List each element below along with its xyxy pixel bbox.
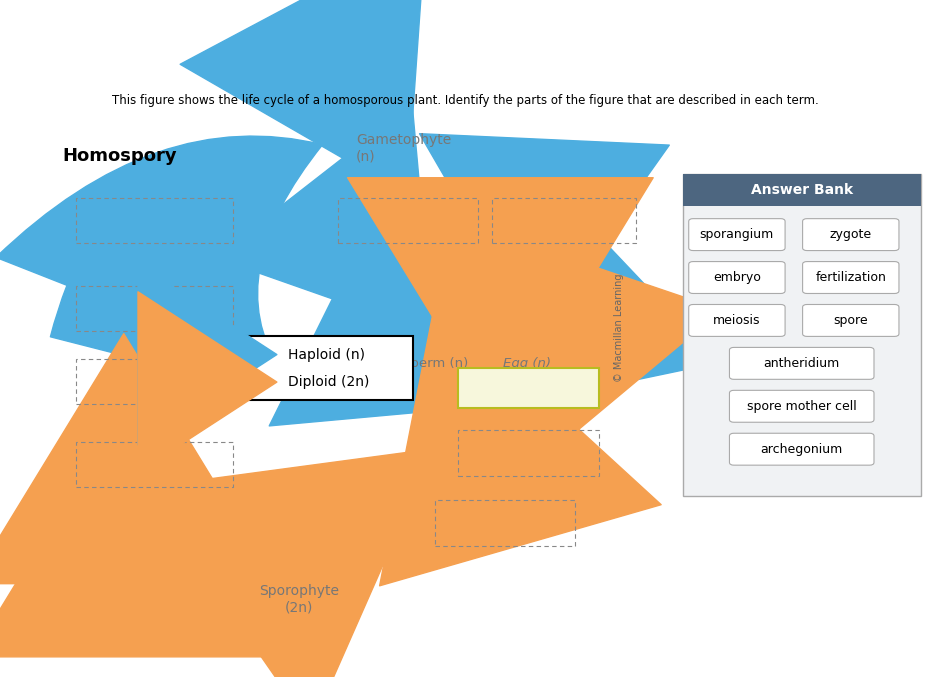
- FancyBboxPatch shape: [730, 433, 874, 465]
- Text: Gametophyte
(n): Gametophyte (n): [356, 133, 452, 163]
- Text: Sporophyte
(2n): Sporophyte (2n): [259, 584, 339, 614]
- FancyBboxPatch shape: [689, 219, 785, 250]
- Bar: [75, 359, 234, 404]
- Text: sporangium: sporangium: [700, 228, 774, 241]
- Bar: [458, 368, 599, 408]
- Bar: [682, 174, 921, 496]
- Text: zygote: zygote: [830, 228, 871, 241]
- FancyBboxPatch shape: [803, 219, 899, 250]
- Bar: [75, 198, 234, 243]
- Text: spore mother cell: spore mother cell: [747, 400, 857, 413]
- Text: Egg (n): Egg (n): [503, 357, 550, 370]
- Bar: [229, 336, 412, 399]
- Text: meiosis: meiosis: [713, 314, 761, 327]
- FancyBboxPatch shape: [730, 391, 874, 422]
- Text: embryo: embryo: [713, 271, 761, 284]
- Text: archegonium: archegonium: [761, 443, 843, 456]
- FancyBboxPatch shape: [689, 305, 785, 336]
- Bar: [435, 500, 574, 546]
- Bar: [75, 441, 234, 487]
- Bar: [682, 174, 921, 206]
- Text: spore: spore: [833, 314, 868, 327]
- Text: Diploid (2n): Diploid (2n): [289, 375, 370, 389]
- FancyBboxPatch shape: [803, 305, 899, 336]
- Bar: [75, 286, 234, 331]
- FancyBboxPatch shape: [803, 261, 899, 294]
- Text: Answer Bank: Answer Bank: [750, 183, 853, 197]
- Text: Sperm (n): Sperm (n): [401, 357, 468, 370]
- Bar: [492, 198, 636, 243]
- Text: © Macmillan Learning: © Macmillan Learning: [614, 274, 624, 383]
- FancyBboxPatch shape: [689, 261, 785, 294]
- Text: This figure shows the life cycle of a homosporous plant. Identify the parts of t: This figure shows the life cycle of a ho…: [112, 94, 818, 107]
- Text: fertilization: fertilization: [816, 271, 886, 284]
- FancyBboxPatch shape: [730, 347, 874, 379]
- Bar: [458, 431, 599, 476]
- Text: antheridium: antheridium: [763, 357, 840, 370]
- Bar: [338, 198, 479, 243]
- Text: Homospory: Homospory: [62, 146, 177, 165]
- Text: Haploid (n): Haploid (n): [289, 347, 366, 362]
